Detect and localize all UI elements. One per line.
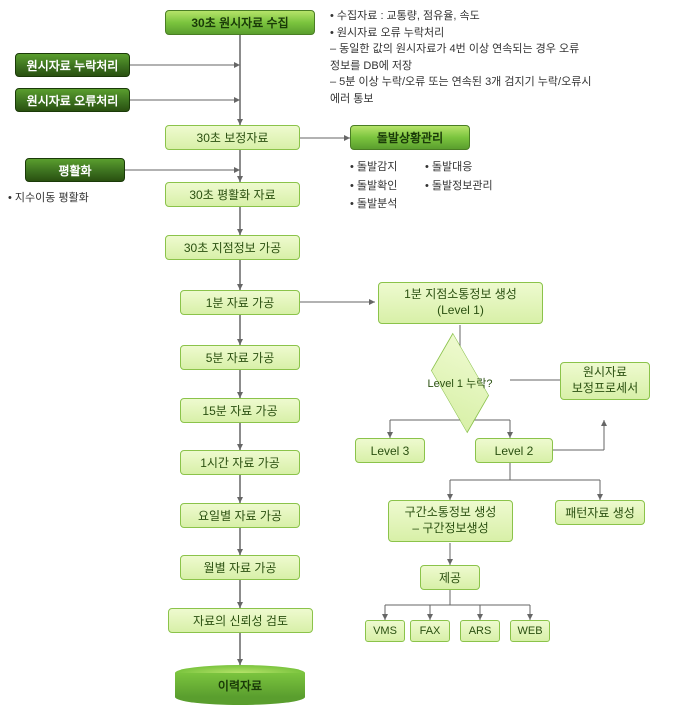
node-out-fax: FAX xyxy=(410,620,450,642)
node-c4: 1분 자료 가공 xyxy=(180,290,300,315)
node-c10: 자료의 신뢰성 검토 xyxy=(168,608,313,633)
label: 15분 자료 가공 xyxy=(202,402,277,419)
label: 이력자료 xyxy=(218,677,262,694)
label: 돌발상황관리 xyxy=(377,129,443,146)
node-provide: 제공 xyxy=(420,565,480,590)
label: Level 1 누락? xyxy=(428,375,493,391)
label: Level 3 xyxy=(371,444,410,458)
node-gen-level1: 1분 지점소통정보 생성 (Level 1) xyxy=(378,282,543,324)
node-history-db: 이력자료 xyxy=(175,665,305,705)
label: 요일별 자료 가공 xyxy=(198,507,282,524)
bullet: • 돌발분석 xyxy=(350,195,397,214)
label: 패턴자료 생성 xyxy=(565,504,635,521)
node-incident-mgmt: 돌발상황관리 xyxy=(350,125,470,150)
node-section-gen: 구간소통정보 생성 – 구간정보생성 xyxy=(388,500,513,542)
note-line: 정보를 DB에 저장 xyxy=(330,58,670,75)
label: 평활화 xyxy=(58,162,91,179)
node-c5: 5분 자료 가공 xyxy=(180,345,300,370)
label: 원시자료 보정프로세서 xyxy=(572,365,638,396)
label: 자료의 신뢰성 검토 xyxy=(193,612,288,629)
note-line: • 수집자료 : 교통량, 점유율, 속도 xyxy=(330,8,670,25)
label: FAX xyxy=(420,625,441,637)
node-c9: 월별 자료 가공 xyxy=(180,555,300,580)
label: 원시자료 오류처리 xyxy=(27,92,119,109)
node-correction-proc: 원시자료 보정프로세서 xyxy=(560,362,650,400)
label: 월별 자료 가공 xyxy=(204,559,277,576)
label: WEB xyxy=(517,625,542,637)
label: 구간소통정보 생성 – 구간정보생성 xyxy=(405,505,497,536)
node-level3: Level 3 xyxy=(355,438,425,463)
note-line: – 5분 이상 누락/오류 또는 연속된 3개 검지기 누락/오류시 xyxy=(330,74,670,91)
bullet: • 돌발감지 xyxy=(350,158,397,177)
node-pattern-gen: 패턴자료 생성 xyxy=(555,500,645,525)
label: 1시간 자료 가공 xyxy=(200,454,280,471)
node-out-ars: ARS xyxy=(460,620,500,642)
label: 30초 평활화 자료 xyxy=(189,186,275,203)
note-line: 에러 통보 xyxy=(330,91,670,108)
label: 원시자료 누락처리 xyxy=(27,57,119,74)
note-line: • 원시자료 오류 누락처리 xyxy=(330,25,670,42)
node-smoothing: 평활화 xyxy=(25,158,125,182)
node-collect-30s: 30초 원시자료 수집 xyxy=(165,10,315,35)
label: ARS xyxy=(469,625,492,637)
node-c1: 30초 보정자료 xyxy=(165,125,300,150)
bullet: • 돌발확인 xyxy=(350,177,397,196)
node-c6: 15분 자료 가공 xyxy=(180,398,300,423)
label: 제공 xyxy=(439,569,461,586)
label: 30초 보정자료 xyxy=(197,129,269,146)
incident-bullets-col2: • 돌발대응 • 돌발정보관리 xyxy=(425,158,493,195)
node-error-proc: 원시자료 오류처리 xyxy=(15,88,130,112)
decision-level1-missing: Level 1 누락? xyxy=(410,358,510,408)
label: 5분 자료 가공 xyxy=(206,349,275,366)
node-c3: 30초 지점정보 가공 xyxy=(165,235,300,260)
smoothing-note: • 지수이동 평활화 xyxy=(8,190,89,207)
node-c7: 1시간 자료 가공 xyxy=(180,450,300,475)
top-notes: • 수집자료 : 교통량, 점유율, 속도 • 원시자료 오류 누락처리 – 동… xyxy=(330,8,670,107)
bullet: • 돌발정보관리 xyxy=(425,177,493,196)
node-c2: 30초 평활화 자료 xyxy=(165,182,300,207)
label: VMS xyxy=(373,625,397,637)
node-missing-proc: 원시자료 누락처리 xyxy=(15,53,130,77)
node-level2: Level 2 xyxy=(475,438,553,463)
node-c8: 요일별 자료 가공 xyxy=(180,503,300,528)
node-out-web: WEB xyxy=(510,620,550,642)
label: Level 2 xyxy=(495,444,534,458)
incident-bullets-col1: • 돌발감지 • 돌발확인 • 돌발분석 xyxy=(350,158,397,214)
label: 1분 지점소통정보 생성 (Level 1) xyxy=(404,287,517,318)
bullet: • 돌발대응 xyxy=(425,158,493,177)
label: 30초 원시자료 수집 xyxy=(191,14,288,31)
node-out-vms: VMS xyxy=(365,620,405,642)
label: 1분 자료 가공 xyxy=(206,294,275,311)
label: 30초 지점정보 가공 xyxy=(184,239,281,256)
note-line: – 동일한 값의 원시자료가 4번 이상 연속되는 경우 오류 xyxy=(330,41,670,58)
